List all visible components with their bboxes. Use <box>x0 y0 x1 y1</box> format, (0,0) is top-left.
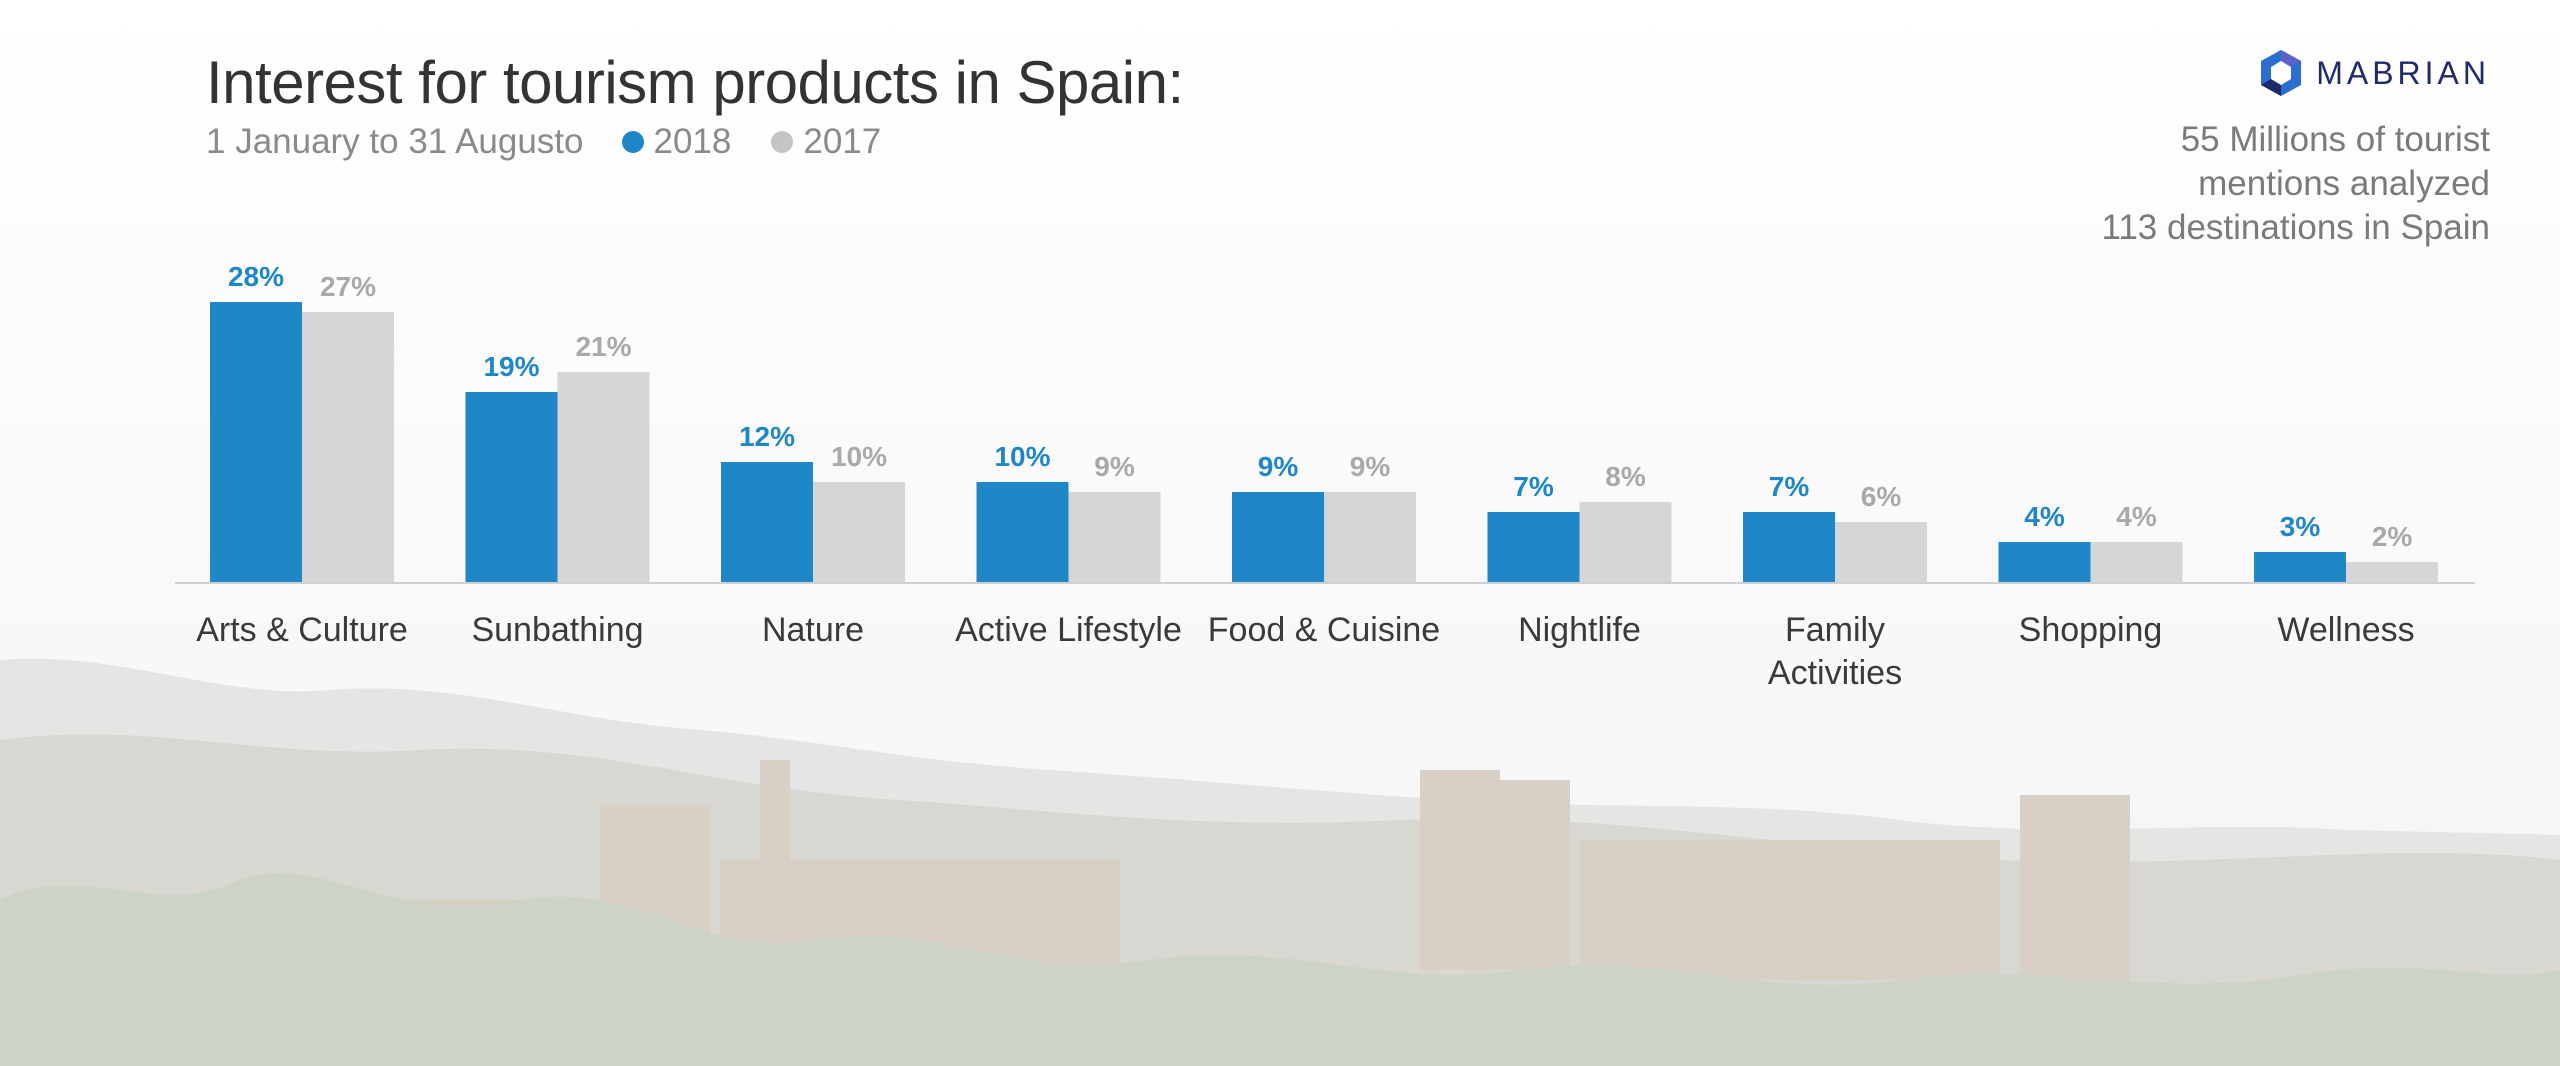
data-label-2017: 9% <box>1094 451 1135 482</box>
bar-2017 <box>557 372 650 582</box>
data-label-2017: 2% <box>2372 521 2413 552</box>
bar-2017 <box>813 482 905 582</box>
bar-2017 <box>1324 492 1416 582</box>
bar-2018 <box>465 392 558 582</box>
category-label: Nightlife <box>1518 611 1641 649</box>
data-label-2017: 10% <box>831 441 887 472</box>
hexagon-logo-icon <box>2261 50 2302 96</box>
legend-label-2017: 2017 <box>803 122 882 161</box>
data-label-2017: 27% <box>320 271 376 302</box>
stats-summary: 55 Millions of tourist mentions analyzed… <box>2101 118 2490 250</box>
category-label: Family <box>1785 611 1885 649</box>
legend-dot-icon <box>621 131 644 153</box>
bar-2017 <box>2346 562 2438 582</box>
date-range-subtitle: 1 January to 31 Augusto <box>206 122 584 161</box>
bar-2017 <box>1835 522 1927 582</box>
data-label-2017: 9% <box>1350 451 1391 482</box>
bar-2018 <box>1743 512 1835 582</box>
bar-2018 <box>2254 552 2346 582</box>
bar-2018 <box>1487 512 1580 582</box>
bar-2017 <box>1579 502 1672 582</box>
subtitle-row: 1 January to 31 Augusto 2018 2017 <box>206 122 881 162</box>
bar-2018 <box>976 482 1069 582</box>
category-label: Food & Cuisine <box>1208 611 1440 649</box>
data-label-2018: 7% <box>1513 471 1554 502</box>
chart-title: Interest for tourism products in Spain: <box>206 49 1184 116</box>
data-label-2018: 3% <box>2280 511 2321 542</box>
bar-2018 <box>721 462 813 582</box>
data-label-2018: 10% <box>994 441 1050 472</box>
tree-line <box>0 873 2560 1066</box>
legend-dot-icon <box>771 131 794 153</box>
bar-2018 <box>210 302 302 582</box>
category-label: Active Lifestyle <box>955 611 1182 649</box>
stats-line: 55 Millions of tourist <box>2180 120 2490 159</box>
data-label-2018: 12% <box>739 421 795 452</box>
stats-line: 113 destinations in Spain <box>2101 208 2490 247</box>
logo-text: MABRIAN <box>2316 54 2490 91</box>
data-label-2018: 19% <box>483 351 539 382</box>
category-label: Sunbathing <box>471 611 643 649</box>
data-label-2018: 4% <box>2024 501 2065 532</box>
data-label-2018: 28% <box>228 261 284 292</box>
bar-2017 <box>2090 542 2183 582</box>
data-label-2018: 7% <box>1769 471 1810 502</box>
data-label-2017: 21% <box>575 331 631 362</box>
data-label-2017: 6% <box>1861 481 1902 512</box>
category-label: Nature <box>762 611 864 649</box>
legend-item-2018: 2018 <box>621 122 732 162</box>
category-label: Wellness <box>2277 611 2414 649</box>
category-label: Shopping <box>2019 611 2163 649</box>
data-label-2017: 4% <box>2116 501 2157 532</box>
category-label: Activities <box>1768 654 1902 692</box>
data-label-2018: 9% <box>1258 451 1299 482</box>
data-label-2017: 8% <box>1605 461 1646 492</box>
category-label: Arts & Culture <box>196 611 408 649</box>
bar-2018 <box>1232 492 1324 582</box>
stats-line: mentions analyzed <box>2198 164 2490 203</box>
bar-2017 <box>302 312 394 582</box>
bar-2017 <box>1068 492 1161 582</box>
legend-item-2017: 2017 <box>771 122 881 162</box>
legend-label-2018: 2018 <box>653 122 732 161</box>
bar-2018 <box>1998 542 2091 582</box>
brand-logo: MABRIAN <box>2258 48 2490 98</box>
